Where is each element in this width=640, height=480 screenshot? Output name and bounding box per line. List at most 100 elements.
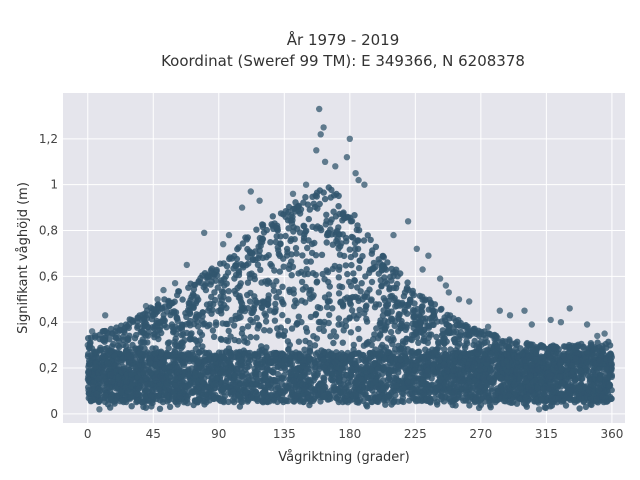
data-point: [295, 338, 303, 345]
data-point: [342, 262, 349, 269]
data-point: [233, 255, 241, 263]
data-point: [306, 206, 313, 213]
data-point: [382, 394, 389, 402]
data-point: [139, 339, 146, 346]
data-point: [163, 308, 171, 315]
data-point: [332, 333, 340, 340]
data-point: [255, 321, 262, 328]
data-point: [213, 266, 220, 274]
data-point: [280, 263, 287, 270]
data-point: [223, 263, 231, 270]
data-point: [448, 352, 455, 360]
data-point: [315, 360, 322, 368]
data-point: [273, 233, 280, 240]
data-point: [330, 339, 337, 347]
data-point: [457, 359, 465, 367]
data-point: [418, 307, 425, 314]
data-point: [475, 356, 482, 364]
data-point: [339, 339, 346, 346]
data-point: [363, 315, 370, 323]
data-point: [226, 255, 233, 263]
data-point: [539, 343, 547, 350]
data-point: [112, 385, 120, 392]
data-point: [389, 340, 396, 348]
data-point: [235, 314, 242, 322]
data-point: [133, 390, 140, 398]
data-point: [397, 322, 404, 330]
data-point: [209, 327, 217, 334]
data-point: [335, 203, 342, 210]
data-point: [389, 388, 396, 395]
data-point: [358, 280, 365, 287]
data-point: [517, 385, 524, 392]
data-point: [288, 325, 296, 332]
data-point: [323, 239, 330, 246]
data-point: [333, 363, 340, 371]
data-point: [166, 403, 174, 410]
data-point: [301, 386, 308, 393]
data-point: [263, 364, 271, 372]
data-point: [303, 258, 310, 265]
data-point: [522, 394, 529, 401]
data-point: [265, 292, 272, 299]
data-point: [89, 396, 96, 404]
data-point: [346, 315, 353, 322]
data-point: [257, 266, 264, 273]
data-point: [235, 244, 242, 251]
data-point: [466, 379, 474, 387]
chart-title-line-1: År 1979 - 2019: [287, 30, 400, 49]
data-point: [295, 386, 302, 394]
data-point: [293, 250, 300, 257]
data-point: [214, 284, 221, 291]
data-point: [330, 328, 337, 335]
data-point: [95, 369, 102, 376]
data-point: [492, 391, 499, 398]
data-point: [355, 325, 362, 333]
data-point: [153, 395, 160, 403]
data-point: [282, 232, 289, 240]
data-point: [451, 396, 459, 404]
data-point: [258, 238, 266, 246]
data-point: [248, 270, 255, 277]
data-point: [104, 359, 111, 367]
data-point: [415, 397, 423, 404]
data-point: [582, 403, 590, 411]
data-point: [237, 356, 245, 364]
data-point: [310, 333, 317, 340]
data-point: [269, 213, 276, 220]
data-point: [185, 303, 193, 310]
data-point: [419, 296, 426, 303]
data-point: [370, 265, 377, 272]
data-point: [326, 283, 333, 290]
data-point: [149, 345, 156, 352]
data-point: [241, 351, 248, 358]
data-point: [174, 401, 181, 408]
data-point: [572, 355, 579, 362]
data-point: [495, 344, 503, 352]
data-point: [367, 236, 374, 244]
data-point: [266, 327, 273, 334]
data-point: [184, 399, 191, 407]
data-point: [246, 298, 254, 305]
data-point: [321, 195, 329, 203]
data-point: [504, 374, 511, 382]
data-point: [409, 353, 416, 360]
data-point: [345, 214, 352, 221]
data-point: [422, 346, 429, 353]
data-point: [241, 307, 249, 315]
data-point: [261, 310, 268, 317]
data-point: [174, 364, 181, 371]
data-point: [315, 318, 323, 326]
data-point: [517, 395, 524, 403]
data-point: [513, 400, 521, 407]
data-point: [323, 303, 331, 311]
data-point: [310, 200, 317, 207]
data-point: [246, 362, 253, 370]
data-point: [274, 398, 281, 406]
data-point: [142, 404, 150, 411]
data-point: [451, 335, 458, 343]
data-point: [290, 286, 297, 293]
data-point: [144, 381, 151, 388]
data-point: [346, 299, 354, 307]
data-point: [351, 251, 359, 258]
